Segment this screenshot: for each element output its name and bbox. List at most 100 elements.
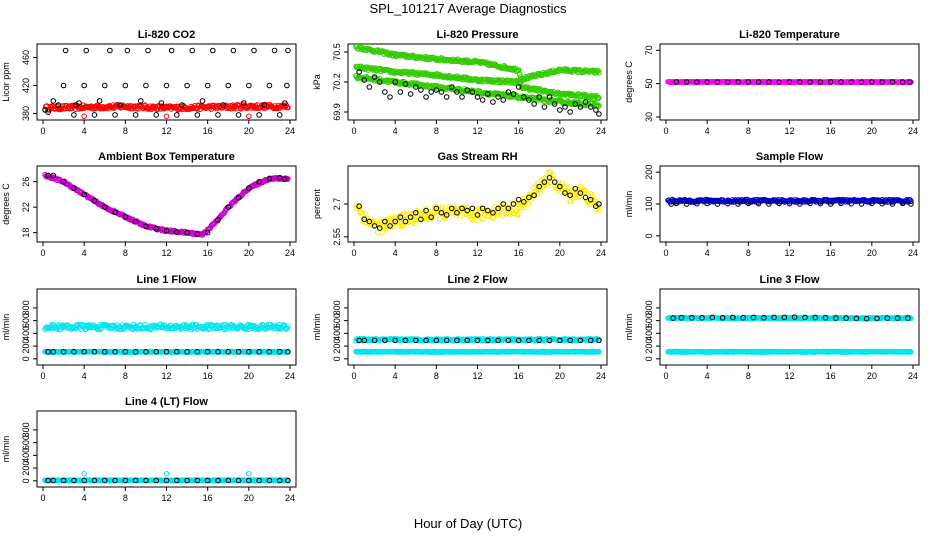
x-tick-label: 12 [161,371,171,381]
data-point [833,315,839,321]
data-point [490,209,496,216]
data-point [101,349,108,355]
y-tick-label: 200 [332,339,342,354]
data-point [678,314,685,321]
data-point [132,112,139,118]
data-point [423,94,429,100]
data-point [694,200,700,207]
x-tick-label: 20 [244,248,254,258]
series-2 [81,471,252,477]
data-point [215,349,221,355]
data-point [392,337,398,344]
data-point [557,107,563,113]
x-tick-label: 4 [82,493,87,503]
data-point [361,77,368,83]
data-point [171,104,178,110]
x-tick-label: 20 [244,371,254,381]
data-point [454,212,460,219]
data-point [776,200,783,207]
data-point [536,337,543,344]
x-tick-label: 8 [123,248,128,258]
data-point [724,79,731,85]
data-points [42,47,291,120]
data-point [547,169,553,175]
data-point [359,209,365,216]
data-point [527,197,533,204]
data-point [550,172,557,179]
data-point [505,337,512,344]
data-point [596,102,602,109]
x-tick-label: 20 [555,126,565,136]
data-point [143,349,149,355]
data-point [515,337,522,344]
data-point [124,47,131,54]
data-point [505,205,512,212]
y-axis-label: ml/min [624,314,634,341]
data-point [271,105,277,112]
data-point [402,337,409,344]
data-point [266,477,273,484]
panel-title: Li-820 Temperature [739,29,840,41]
data-point [402,81,409,87]
data-point [515,196,522,203]
y-axis-label: ml/min [1,314,11,341]
data-point [694,79,700,85]
x-tick-label: 12 [784,126,794,136]
data-point [474,94,481,100]
data-point [495,94,501,100]
data-point [817,200,824,207]
data-point [412,209,419,216]
data-point [60,349,67,355]
data-points [353,44,602,117]
data-points [665,314,914,355]
data-point [858,79,865,85]
data-point [448,205,455,212]
x-tick-label: 24 [596,126,606,136]
data-point [81,191,87,198]
data-point [484,337,491,344]
data-point [457,213,464,219]
data-point [760,314,767,321]
x-tick-label: 24 [596,248,606,258]
data-point [587,337,594,344]
data-point [714,79,721,85]
data-point [587,196,594,203]
data-point [240,100,247,106]
data-point [71,185,77,191]
data-point [469,89,476,95]
x-tick-label: 4 [705,248,710,258]
data-point [755,200,762,207]
data-point [735,79,741,85]
data-point [285,477,291,484]
y-tick-label: 50 [644,79,654,89]
data-point [699,314,705,321]
x-tick-label: 16 [826,371,836,381]
x-tick-label: 12 [472,248,482,258]
y-tick-label: 400 [332,326,342,341]
data-point [766,201,772,207]
y-tick-label: 200 [21,339,31,354]
data-point [853,315,860,322]
series-1 [353,44,602,83]
data-point [812,314,819,321]
data-point [562,190,568,196]
series-3 [45,349,291,355]
y-tick-label: 2.7 [332,198,342,211]
data-point [361,337,368,344]
data-point [899,200,906,207]
data-point [596,111,602,117]
data-points [42,471,291,484]
series-1 [42,171,291,238]
y-tick-label: 0 [332,356,342,361]
data-point [376,79,383,85]
x-tick-label: 0 [40,126,45,136]
data-point [210,47,216,54]
data-point [81,349,87,355]
data-point [908,201,914,207]
data-point [454,209,460,216]
data-point [91,349,98,355]
y-axis-label: kPa [312,74,322,90]
